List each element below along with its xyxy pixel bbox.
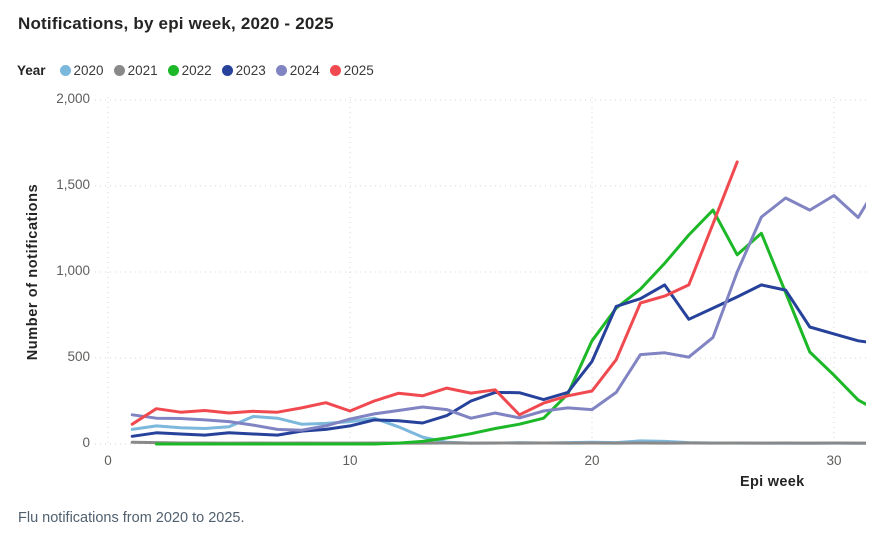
legend-dot-2024 <box>275 64 287 76</box>
series-line-2023[interactable] <box>130 283 882 438</box>
y-tick-2,000: 2,000 <box>56 91 90 106</box>
legend: Year 2020 2021 2022 2023 2024 2025 <box>17 60 384 80</box>
legend-label-2025: 2025 <box>343 62 374 78</box>
series-line-2020[interactable] <box>130 415 882 445</box>
legend-item-2025[interactable]: 2025 <box>329 62 374 78</box>
legend-label-2021: 2021 <box>127 62 158 78</box>
chart-caption: Flu notifications from 2020 to 2025. <box>18 510 245 526</box>
legend-dot-2022 <box>167 64 179 76</box>
legend-title: Year <box>17 62 46 78</box>
series-lines <box>130 160 882 446</box>
legend-label-2023: 2023 <box>235 62 266 78</box>
legend-dot-2023 <box>221 64 233 76</box>
legend-item-2023[interactable]: 2023 <box>221 62 266 78</box>
y-tick-0: 0 <box>82 435 90 450</box>
legend-dot-2025 <box>329 64 341 76</box>
y-tick-500: 500 <box>67 349 90 364</box>
legend-dot-2021 <box>113 64 125 76</box>
legend-item-2022[interactable]: 2022 <box>167 62 212 78</box>
x-tick-30: 30 <box>826 453 842 468</box>
x-tick-20: 20 <box>584 453 600 468</box>
x-tick-0: 0 <box>104 453 112 468</box>
legend-item-2021[interactable]: 2021 <box>113 62 158 78</box>
legend-items: 2020 2021 2022 2023 2024 2025 <box>59 62 384 78</box>
series-line-2022[interactable] <box>154 208 882 446</box>
y-tick-1,000: 1,000 <box>56 263 90 278</box>
legend-item-2020[interactable]: 2020 <box>59 62 104 78</box>
series-line-2024[interactable] <box>130 177 882 432</box>
legend-item-2024[interactable]: 2024 <box>275 62 320 78</box>
legend-label-2022: 2022 <box>181 62 212 78</box>
gridlines <box>95 97 868 447</box>
legend-label-2020: 2020 <box>73 62 104 78</box>
legend-label-2024: 2024 <box>289 62 320 78</box>
series-line-2025[interactable] <box>130 160 739 426</box>
y-tick-1,500: 1,500 <box>56 177 90 192</box>
x-tick-10: 10 <box>342 453 358 468</box>
legend-dot-2020 <box>59 64 71 76</box>
chart-title: Notifications, by epi week, 2020 - 2025 <box>18 14 334 33</box>
x-axis-title: Epi week <box>740 474 805 490</box>
